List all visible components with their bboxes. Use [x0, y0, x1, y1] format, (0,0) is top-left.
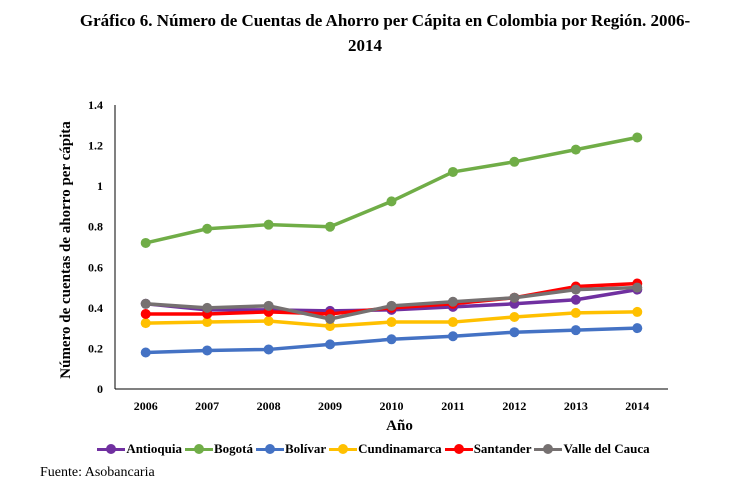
data-point [632, 132, 643, 143]
data-point [632, 323, 643, 334]
series-valle-del-cauca [140, 282, 643, 325]
legend-label: Cundinamarca [358, 441, 442, 456]
data-point [263, 300, 274, 311]
legend-swatch-icon [329, 443, 358, 455]
data-point [386, 300, 397, 311]
x-axis-label: Año [386, 418, 413, 434]
data-point [263, 344, 274, 355]
line-chart: 0 0.2 0.4 0.6 0.8 1 1.2 1.4 2006 2007 2008 2009 201… [58, 98, 668, 434]
data-point [263, 316, 274, 327]
legend-item: Bolívar [255, 441, 327, 457]
y-tick-label: 0 [97, 382, 103, 396]
data-point [632, 282, 643, 293]
data-point [570, 294, 581, 305]
data-point [632, 306, 643, 317]
x-tick-label: 2007 [195, 399, 219, 413]
data-point [140, 308, 151, 319]
x-tick-label: 2006 [134, 399, 158, 413]
x-tick-label: 2013 [564, 399, 588, 413]
y-tick-label: 1.4 [88, 98, 103, 112]
data-point [140, 318, 151, 329]
y-tick-label: 0.2 [88, 341, 103, 355]
legend-item: Bogotá [184, 441, 253, 457]
source-note: Fuente: Asobancaria [40, 465, 155, 480]
legend-swatch-icon [534, 443, 563, 455]
legend-swatch-icon [255, 443, 284, 455]
data-point [325, 339, 336, 350]
chart-title-line2: 2014 [348, 36, 382, 55]
y-tick-label: 0.4 [88, 301, 103, 315]
data-point [509, 311, 520, 322]
y-tick-label: 0.6 [88, 260, 103, 274]
x-tick-label: 2008 [257, 399, 281, 413]
x-axis-ticks: 2006 2007 2008 2009 2010 2011 2012 2013 2014 [134, 399, 650, 413]
legend-label: Antioquia [126, 441, 182, 456]
data-point [509, 292, 520, 303]
data-point [509, 156, 520, 167]
data-point [570, 284, 581, 295]
data-point [570, 325, 581, 336]
legend-label: Bogotá [213, 441, 253, 456]
legend-label: Bolívar [284, 441, 327, 456]
legend-label: Valle del Cauca [563, 441, 650, 456]
series-bolívar [140, 323, 643, 358]
data-point [447, 317, 458, 328]
chart-legend: Antioquia Bogotá Bolívar Cundinamarca Santan… [0, 441, 730, 457]
data-point [202, 302, 213, 313]
data-point [140, 347, 151, 358]
data-point [202, 345, 213, 356]
data-point [447, 331, 458, 342]
series-bogotá [140, 132, 643, 248]
legend-label: Santander [473, 441, 532, 456]
data-point [325, 221, 336, 232]
data-point [263, 219, 274, 230]
legend-swatch-icon [444, 443, 473, 455]
series-line [145, 135, 638, 245]
legend-item: Valle del Cauca [534, 441, 650, 457]
x-tick-label: 2010 [380, 399, 404, 413]
data-point [202, 317, 213, 328]
data-point [140, 237, 151, 248]
data-point [140, 298, 151, 309]
data-point [325, 321, 336, 332]
data-point [202, 223, 213, 234]
data-point [509, 327, 520, 338]
data-point [447, 296, 458, 307]
data-point [570, 307, 581, 318]
data-point [570, 144, 581, 155]
x-tick-label: 2012 [502, 399, 526, 413]
data-point [386, 196, 397, 207]
legend-item: Antioquia [97, 441, 182, 457]
legend-item: Cundinamarca [329, 441, 442, 457]
chart-title: Gráfico 6. Número de Cuentas de Ahorro p… [0, 8, 730, 58]
data-point [386, 334, 397, 345]
x-tick-label: 2014 [625, 399, 649, 413]
series-group [140, 132, 643, 358]
chart-title-line1: Gráfico 6. Número de Cuentas de Ahorro p… [79, 11, 691, 30]
legend-swatch-icon [184, 443, 213, 455]
legend-item: Santander [444, 441, 532, 457]
legend-swatch-icon [97, 443, 126, 455]
y-tick-label: 0.8 [88, 220, 103, 234]
y-axis-label: Número de cuentas de ahorro per cápita [58, 121, 74, 379]
y-axis-ticks: 0 0.2 0.4 0.6 0.8 1 1.2 1.4 [88, 98, 103, 396]
x-tick-label: 2011 [441, 399, 464, 413]
y-tick-label: 1.2 [88, 139, 103, 153]
data-point [447, 166, 458, 177]
data-point [386, 317, 397, 328]
x-tick-label: 2009 [318, 399, 342, 413]
data-point [325, 314, 336, 325]
series-cundinamarca [140, 306, 643, 332]
y-tick-label: 1 [97, 179, 103, 193]
